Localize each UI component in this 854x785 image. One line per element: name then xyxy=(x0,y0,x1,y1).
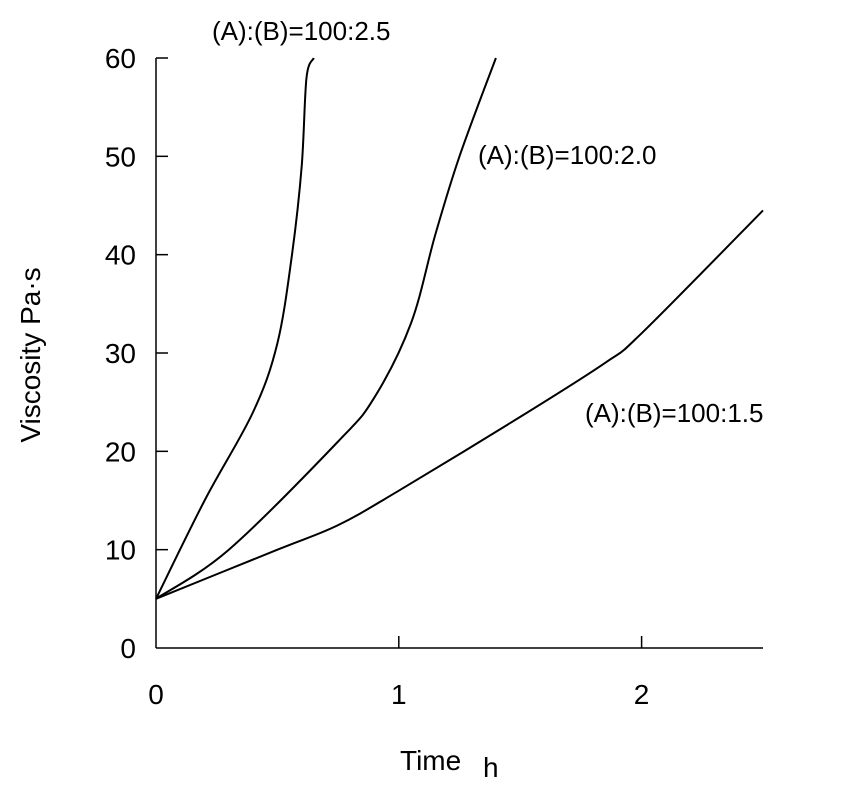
series-labels: (A):(B)=100:2.5 (A):(B)=100:2.0 (A):(B)=10… xyxy=(212,16,763,428)
y-tick-label: 0 xyxy=(120,633,136,664)
y-tick-label: 60 xyxy=(105,43,136,74)
y-tick-label: 20 xyxy=(105,436,136,467)
series-line-1 xyxy=(155,57,315,600)
series-label-1: (A):(B)=100:2.5 xyxy=(212,16,390,46)
x-ticks: 0 1 2 xyxy=(148,636,649,710)
y-ticks: 0 10 20 30 40 50 60 xyxy=(105,43,168,664)
y-tick-label: 30 xyxy=(105,338,136,369)
y-tick-label: 50 xyxy=(105,141,136,172)
y-tick-label: 10 xyxy=(105,535,136,566)
series-lines xyxy=(155,57,764,600)
y-axis-title: Viscosity Pa·s xyxy=(15,267,46,442)
y-tick-label: 40 xyxy=(105,240,136,271)
x-axis-title-text: Time xyxy=(400,745,461,776)
series-label-2: (A):(B)=100:2.0 xyxy=(478,140,656,170)
x-axis-unit: h xyxy=(483,752,499,783)
x-tick-label: 1 xyxy=(391,679,407,710)
x-axis-title: Time h xyxy=(400,745,499,783)
series-line-2 xyxy=(155,57,497,600)
x-tick-label: 0 xyxy=(148,679,164,710)
series-label-3: (A):(B)=100:1.5 xyxy=(585,398,763,428)
series-line-3 xyxy=(155,209,764,600)
x-tick-label: 2 xyxy=(634,679,650,710)
